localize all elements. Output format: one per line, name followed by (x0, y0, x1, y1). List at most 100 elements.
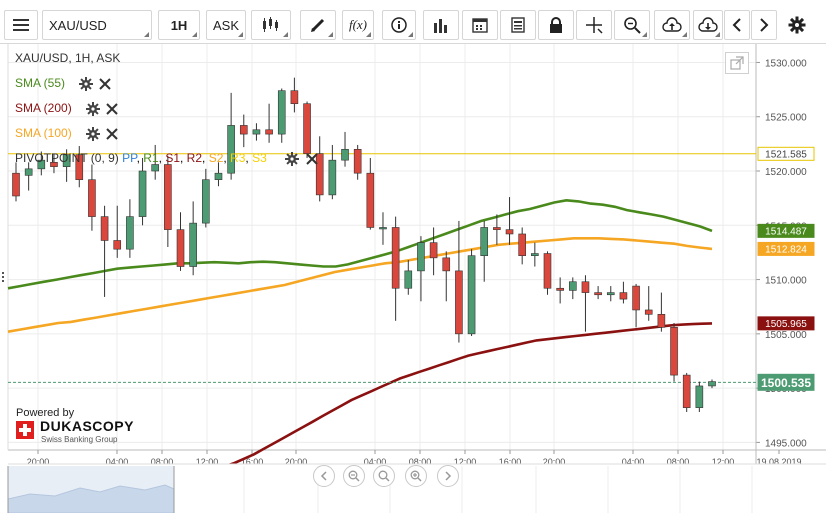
candle-body (594, 292, 602, 296)
lock-icon (550, 17, 562, 33)
candle-body (75, 154, 84, 180)
scroll-handle-dot (2, 280, 4, 282)
candle-body (417, 242, 425, 272)
upload-button[interactable] (654, 10, 690, 40)
side-selector[interactable]: ASK (206, 10, 246, 40)
magnifier-icon (378, 470, 390, 482)
sma55-line (7, 198, 713, 290)
candle-body (265, 129, 273, 135)
info-button[interactable] (382, 10, 416, 40)
candle-body (126, 216, 134, 250)
drawing-tool-button[interactable] (300, 10, 336, 40)
candle-body (467, 255, 476, 335)
pivot-close-icon[interactable] (306, 153, 318, 165)
price-label-box (757, 223, 815, 238)
volume-button[interactable] (423, 10, 459, 40)
x-tick-label: 04:00 (622, 457, 645, 467)
y-tick-label: 1495.000 (765, 438, 807, 449)
sma100-settings-icon[interactable] (86, 127, 100, 141)
candle-body (277, 90, 286, 135)
candle-body (151, 164, 159, 172)
menu-button[interactable] (4, 10, 38, 40)
y-tick-label: 1525.000 (765, 113, 807, 124)
legend-sma100: SMA (100) (15, 126, 72, 140)
lock-button[interactable] (538, 10, 574, 40)
x-tick-label: 12:00 (196, 457, 219, 467)
zoom-out-button[interactable] (343, 465, 365, 487)
x-tick-label: 08:00 (667, 457, 690, 467)
candle-body (100, 216, 109, 241)
sma100-close-icon[interactable] (106, 128, 118, 140)
pivot-s3: S3 (252, 151, 267, 165)
candle-body (303, 103, 311, 154)
candle-body (695, 385, 704, 408)
scroll-right-button[interactable] (751, 10, 777, 40)
chart-type-button[interactable] (251, 10, 291, 40)
candle-body (202, 179, 210, 224)
chart-area[interactable]: 1530.0001525.0001520.0001515.0001510.000… (0, 44, 826, 514)
calendar-button[interactable] (462, 10, 498, 40)
cloud-upload-icon (662, 17, 682, 32)
zoom-in-button[interactable] (405, 465, 427, 487)
function-icon: f(x) (348, 17, 368, 32)
candle-body (227, 125, 235, 174)
nav-back-button[interactable] (313, 465, 335, 487)
candle-body (239, 125, 248, 135)
candle-body (531, 253, 539, 256)
candle-body (543, 253, 552, 289)
zoom-icon (624, 17, 641, 34)
price-chart[interactable]: 1530.0001525.0001520.0001515.0001510.000… (0, 44, 826, 514)
price-label-box (757, 241, 815, 256)
sma200-settings-icon[interactable] (86, 102, 100, 116)
indicators-button[interactable]: f(x) (342, 10, 374, 40)
crosshair-button[interactable] (576, 10, 612, 40)
cloud-download-icon (698, 17, 718, 32)
candle-body (442, 257, 451, 272)
nav-forward-button[interactable] (437, 465, 459, 487)
chart-header: XAU/USD, 1H, ASK (15, 51, 121, 65)
candle-body (214, 172, 223, 180)
x-tick-label: 19.08.2019 (756, 457, 801, 467)
timeframe-label: 1H (170, 17, 188, 33)
popout-button[interactable] (725, 52, 749, 74)
settings-button[interactable] (782, 10, 812, 40)
candle-body (189, 222, 197, 267)
sma200-close-icon[interactable] (106, 103, 118, 115)
x-tick-label: 12:00 (712, 457, 735, 467)
price-label: 1500.535 (761, 376, 811, 390)
pivot-settings-icon[interactable] (285, 152, 299, 166)
chevron-right-icon (445, 471, 452, 481)
download-button[interactable] (693, 10, 723, 40)
candle-body (493, 227, 501, 230)
symbol-selector[interactable]: XAU/USD (42, 10, 152, 40)
sma100-line (7, 237, 713, 333)
candle-body (252, 129, 261, 135)
scroll-left-button[interactable] (724, 10, 750, 40)
price-label-box (757, 146, 815, 161)
chevron-right-icon (760, 18, 769, 32)
brand-name: DUKASCOPY (40, 418, 134, 434)
sma55-close-icon[interactable] (99, 78, 111, 90)
x-tick-label: 04:00 (364, 457, 387, 467)
reset-zoom-button[interactable] (373, 465, 395, 487)
candle-body (328, 159, 337, 196)
timeframe-selector[interactable]: 1H (158, 10, 200, 40)
price-label-box (757, 373, 815, 391)
x-tick-label: 20:00 (285, 457, 308, 467)
pivot-title: PIVOTPOINT (0, 9) (15, 151, 119, 165)
gear-icon (788, 16, 806, 34)
zoom-button[interactable] (614, 10, 650, 40)
news-button[interactable] (500, 10, 536, 40)
candle-body (455, 270, 463, 335)
scroll-handle-dot (2, 272, 4, 274)
candle-body (62, 154, 71, 167)
candle-body (404, 270, 413, 289)
candle-body (50, 162, 58, 167)
pivot-r2: R2 (186, 151, 203, 165)
bar-chart-icon (434, 19, 447, 33)
legend-sma55: SMA (55) (15, 76, 66, 90)
y-tick-label: 1520.000 (765, 167, 807, 178)
candle-body (632, 285, 640, 311)
sma55-settings-icon[interactable] (79, 77, 93, 91)
candle-body (568, 281, 577, 291)
